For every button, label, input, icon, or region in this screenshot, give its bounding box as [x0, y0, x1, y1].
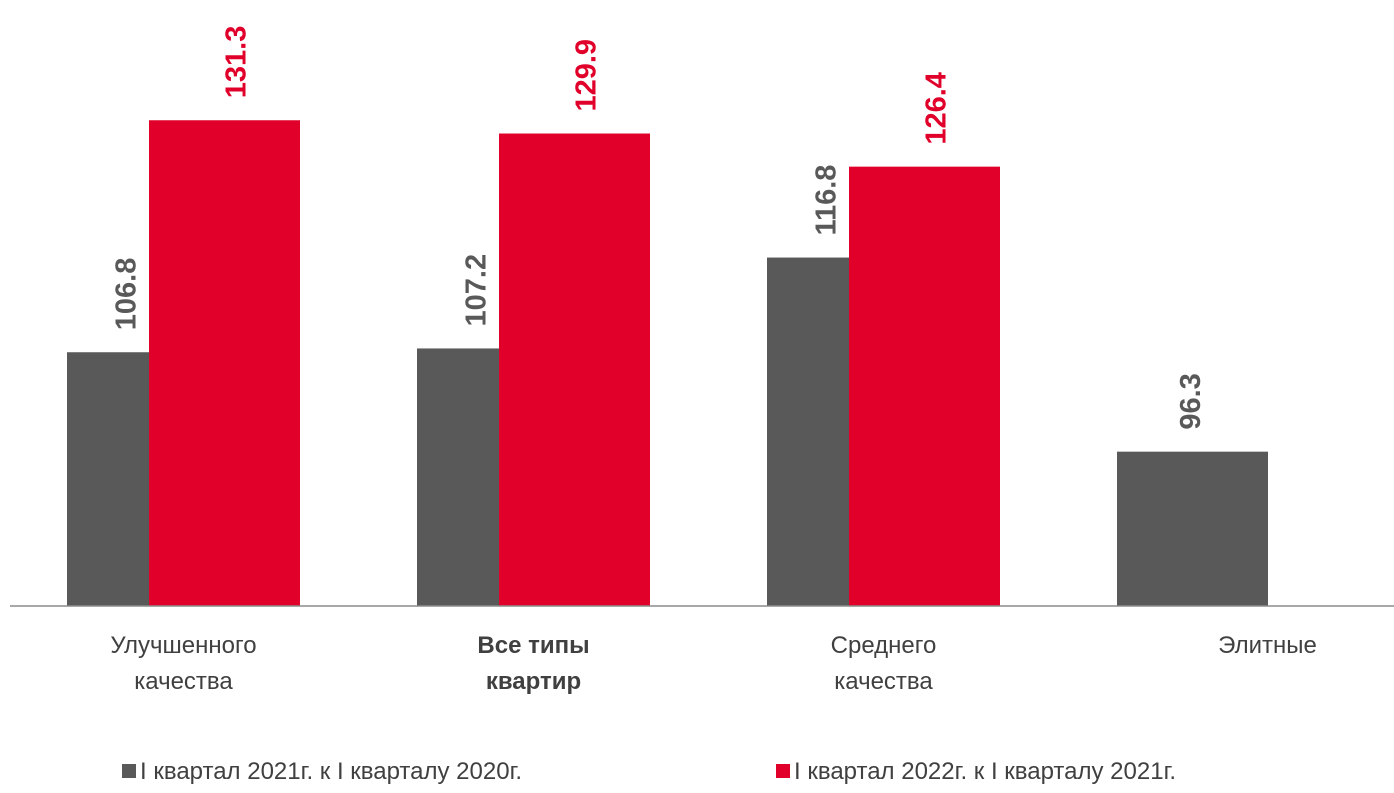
x-tick-label: Улучшенного качества [110, 632, 257, 695]
value-label: 107.2 [461, 254, 493, 327]
bar [149, 120, 300, 607]
legend-swatch [776, 764, 790, 778]
value-label: 131.3 [221, 26, 253, 99]
value-label: 129.9 [571, 39, 603, 112]
legend-item: I квартал 2021г. к I кварталу 2020г. [122, 758, 522, 786]
value-label: 116.8 [811, 165, 843, 236]
value-label: 106.8 [111, 258, 143, 331]
x-tick-label: Среднего качества [830, 632, 937, 695]
x-tick-label: Все типы квартир [477, 632, 590, 695]
legend-swatch [122, 764, 136, 778]
bar [1117, 451, 1268, 606]
legend-label: I квартал 2022г. к I кварталу 2021г. [794, 758, 1177, 785]
x-tick-label: Элитные [1218, 632, 1317, 659]
value-label: 126.4 [921, 72, 953, 145]
bar [849, 166, 1000, 606]
legend-item: I квартал 2022г. к I кварталу 2021г. [776, 758, 1176, 786]
bar [499, 133, 650, 606]
legend-label: I квартал 2021г. к I кварталу 2020г. [140, 758, 523, 785]
value-label: 96.3 [1175, 373, 1207, 429]
